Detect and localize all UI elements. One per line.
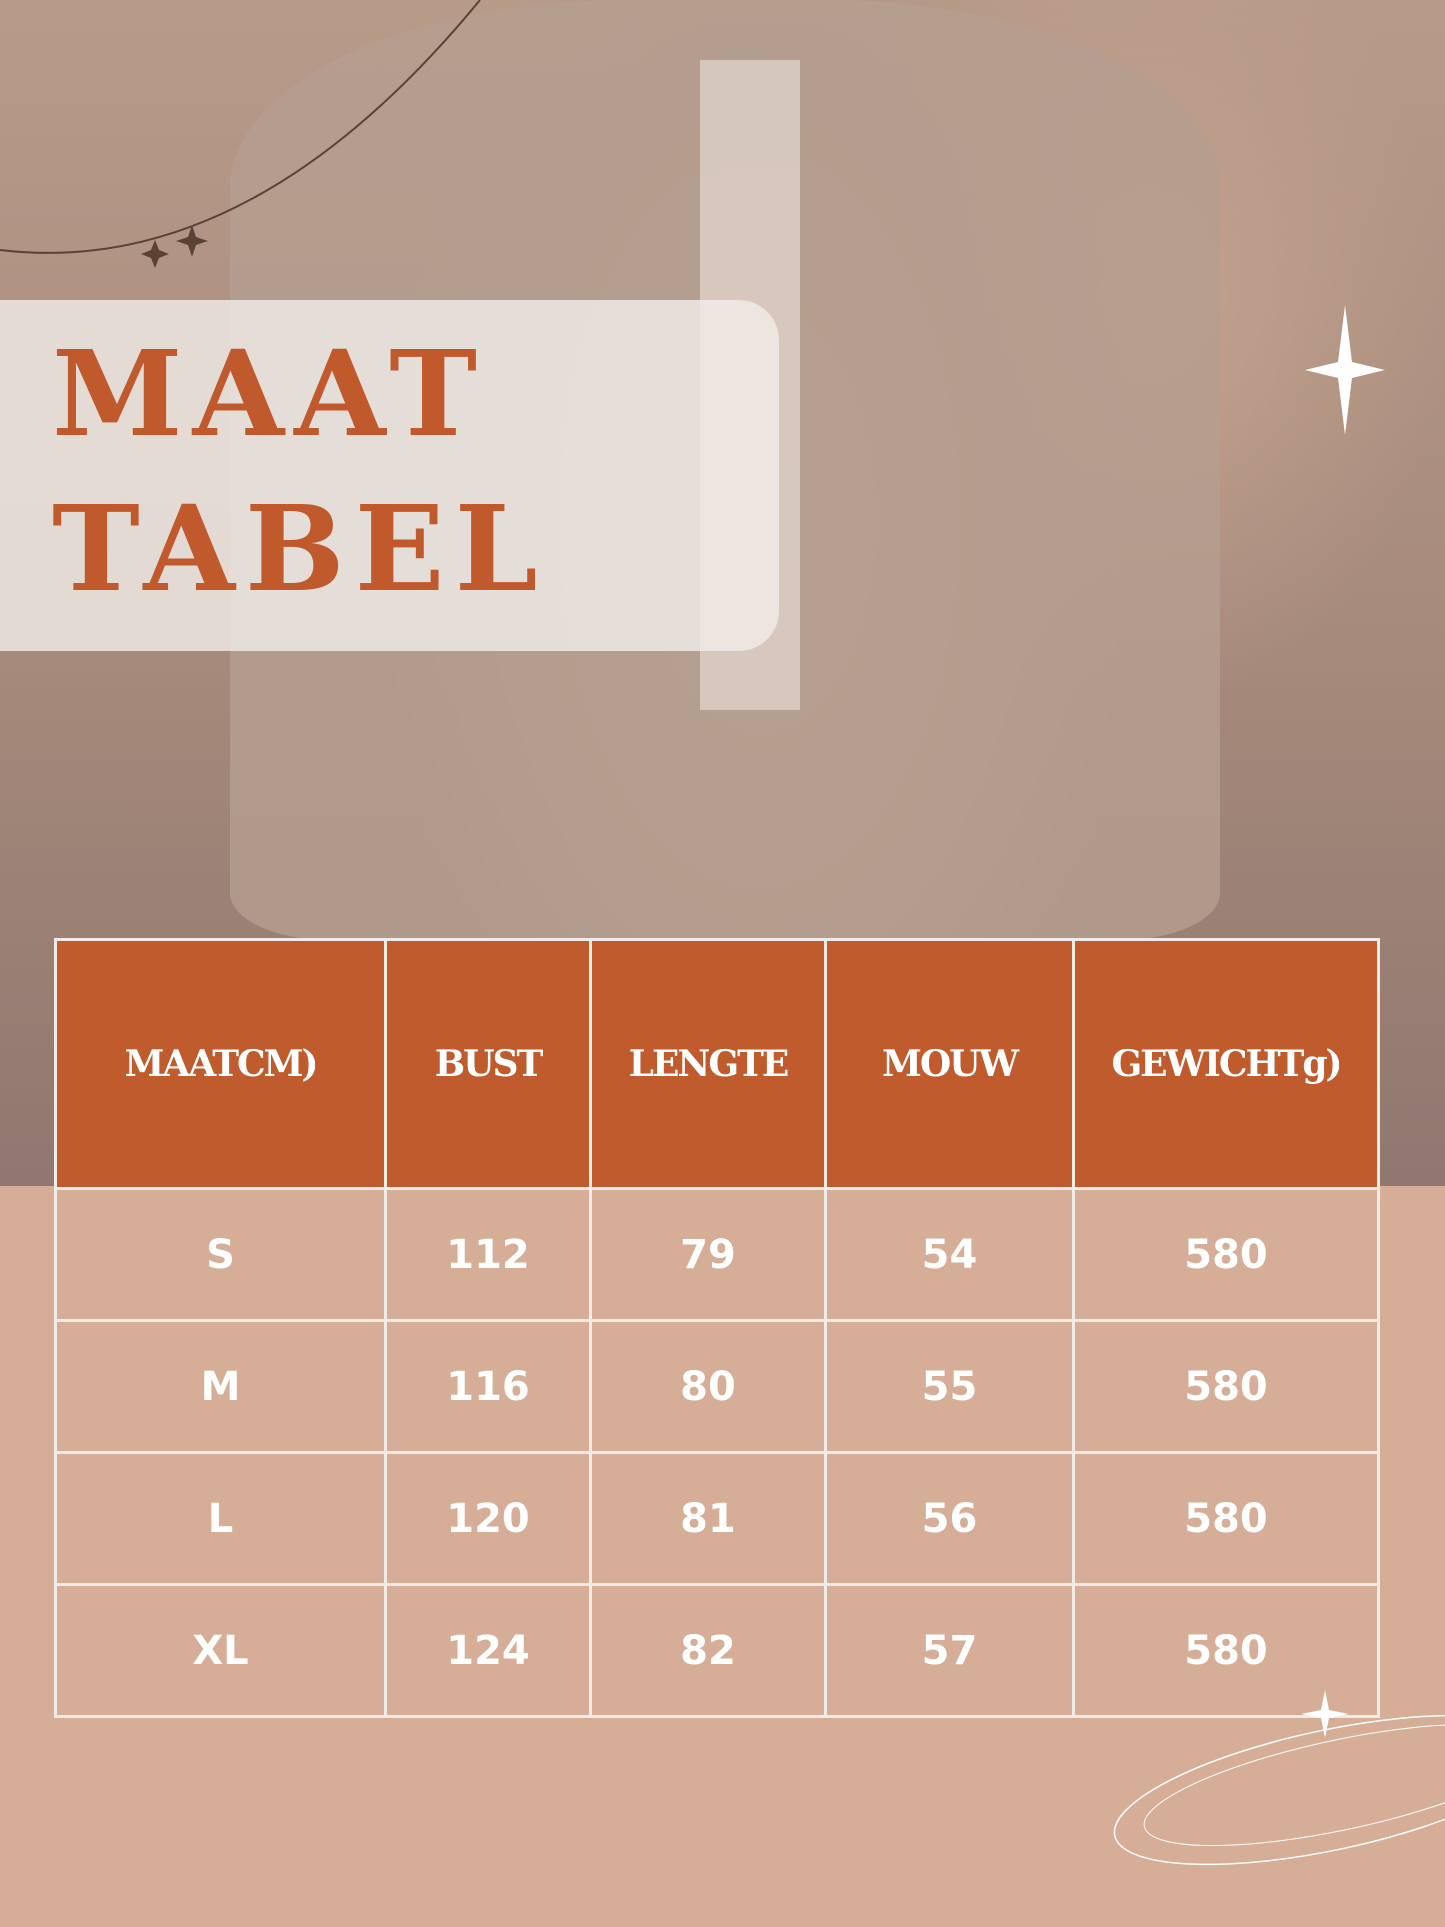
header-sleeve: MOUW — [824, 938, 1075, 1190]
title-panel — [0, 300, 779, 651]
table-row: XL 124 82 57 580 — [54, 1583, 1380, 1718]
cell-bust: 112 — [384, 1187, 592, 1322]
cell-length: 81 — [589, 1451, 827, 1586]
ring-decoration-icon — [1113, 1690, 1445, 1866]
size-table: MAATCM) BUST LENGTE MOUW GEWICHTg) S 112 7… — [54, 938, 1380, 1718]
sparkle-icon — [1305, 305, 1385, 435]
header-bust: BUST — [384, 938, 592, 1190]
cell-sleeve: 54 — [824, 1187, 1075, 1322]
arc-decoration-icon — [0, 0, 481, 268]
header-length: LENGTE — [589, 938, 827, 1190]
cell-size: M — [54, 1319, 387, 1454]
cell-weight: 580 — [1072, 1319, 1380, 1454]
cell-bust: 124 — [384, 1583, 592, 1718]
cell-bust: 120 — [384, 1451, 592, 1586]
cell-size: S — [54, 1187, 387, 1322]
table-row: L 120 81 56 580 — [54, 1451, 1380, 1586]
table-row: M 116 80 55 580 — [54, 1319, 1380, 1454]
cell-sleeve: 56 — [824, 1451, 1075, 1586]
cell-size: L — [54, 1451, 387, 1586]
cell-sleeve: 55 — [824, 1319, 1075, 1454]
title-line-1: MAAT — [52, 324, 488, 463]
cell-bust: 116 — [384, 1319, 592, 1454]
header-size: MAATCM) — [54, 938, 387, 1190]
cell-length: 82 — [589, 1583, 827, 1718]
cell-sleeve: 57 — [824, 1583, 1075, 1718]
header-row: MAATCM) BUST LENGTE MOUW GEWICHTg) — [54, 938, 1380, 1190]
cell-weight: 580 — [1072, 1187, 1380, 1322]
title-line-2: TABEL — [52, 479, 548, 618]
table-row: S 112 79 54 580 — [54, 1187, 1380, 1322]
cell-length: 79 — [589, 1187, 827, 1322]
header-weight: GEWICHTg) — [1072, 938, 1380, 1190]
cell-weight: 580 — [1072, 1451, 1380, 1586]
cell-size: XL — [54, 1583, 387, 1718]
cell-weight: 580 — [1072, 1583, 1380, 1718]
cell-length: 80 — [589, 1319, 827, 1454]
